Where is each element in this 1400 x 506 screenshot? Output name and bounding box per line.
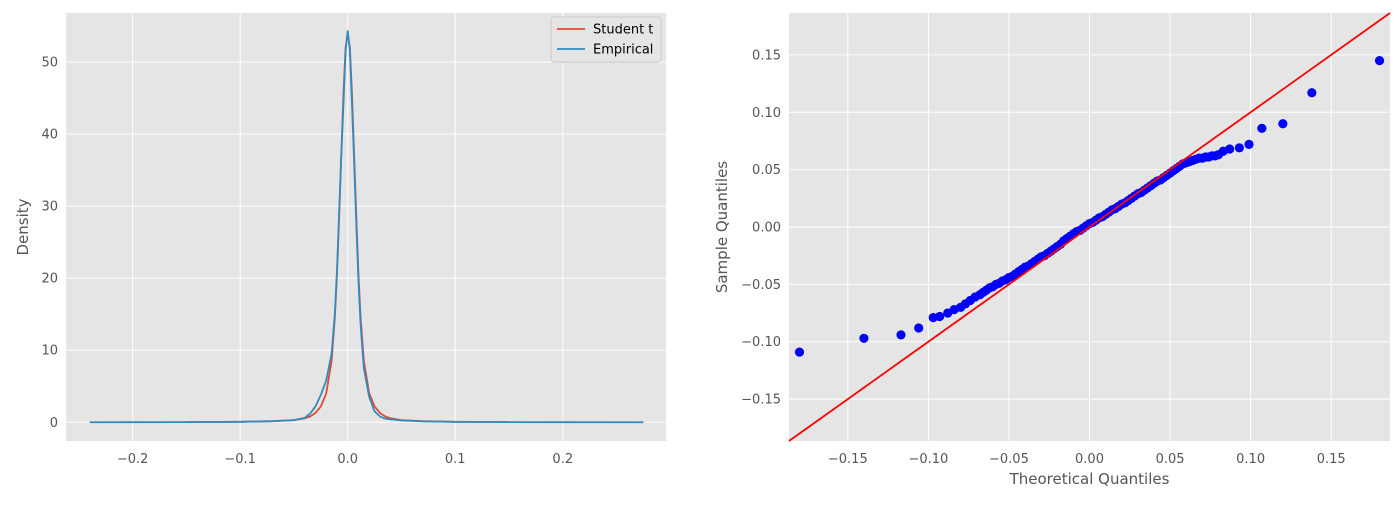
x-tick-label: 0.1	[445, 452, 466, 467]
y-tick-label: 50	[41, 55, 58, 70]
qq-point	[1374, 56, 1385, 66]
qq-plot: −0.15 −0.10 −0.05 0.00 0.05 0.10 0.15 −0.15−0.…	[713, 12, 1391, 488]
legend-label-empirical: Empirical	[593, 43, 653, 58]
qq-point	[935, 311, 945, 322]
y-tick-label: −0.10	[741, 335, 781, 350]
x-tick-label: −0.15	[828, 452, 868, 467]
x-tick-label: −0.2	[117, 452, 149, 467]
y-tick-label: 40	[41, 128, 58, 143]
density-legend: Student t Empirical	[550, 16, 662, 63]
qq-point	[1307, 88, 1317, 98]
qq-point	[1244, 139, 1254, 149]
qq-x-tick-labels: −0.15 −0.10 −0.05 0.00 0.05 0.10 0.15	[828, 452, 1346, 467]
y-tick-label: 10	[41, 344, 58, 359]
x-tick-label: 0.00	[1075, 452, 1104, 467]
qq-point	[1234, 143, 1244, 153]
qq-point	[914, 323, 924, 333]
qq-y-axis-label: Sample Quantiles	[713, 161, 731, 293]
density-series-lines	[89, 30, 644, 424]
qq-point	[1278, 119, 1288, 129]
y-tick-label: 20	[41, 272, 58, 287]
y-tick-label: 0.10	[752, 106, 781, 121]
x-tick-label: 0.0	[337, 452, 358, 467]
density-y-axis-label: Density	[14, 198, 32, 255]
y-tick-label: 0.00	[752, 221, 781, 236]
x-tick-label: 0.2	[552, 452, 573, 467]
qq-point	[859, 333, 869, 343]
x-tick-label: −0.10	[908, 452, 948, 467]
x-tick-label: 0.05	[1156, 452, 1185, 467]
y-tick-label: 0.15	[752, 48, 781, 63]
x-tick-label: −0.1	[224, 452, 256, 467]
qq-point	[896, 330, 906, 340]
qq-point	[794, 347, 805, 357]
qq-x-axis-label: Theoretical Quantiles	[1009, 470, 1170, 488]
legend-label-student-t: Student t	[593, 23, 653, 38]
y-tick-label: 0	[50, 416, 58, 431]
y-tick-label: 0.05	[752, 163, 781, 178]
density-x-tick-labels: −0.2 −0.1 0.0 0.1 0.2	[117, 452, 573, 467]
x-tick-label: 0.15	[1317, 452, 1346, 467]
x-tick-label: −0.05	[989, 452, 1029, 467]
density-y-tick-labels: 0 10 20 30 40 50	[41, 55, 58, 430]
density-plot: −0.2 −0.1 0.0 0.1 0.2 0 10 20 30 40 50 Density St…	[14, 13, 666, 467]
qq-point	[1225, 144, 1235, 154]
x-tick-label: 0.10	[1236, 452, 1265, 467]
qq-reference-line	[788, 12, 1391, 442]
y-tick-label: −0.05	[741, 278, 781, 293]
y-tick-label: −0.15	[741, 393, 781, 408]
qq-point	[1257, 123, 1267, 133]
y-tick-label: 30	[41, 200, 58, 215]
series-line-empirical	[89, 30, 644, 424]
qq-y-tick-labels: −0.15 −0.10 −0.05 0.00 0.05 0.10 0.15	[741, 48, 781, 407]
